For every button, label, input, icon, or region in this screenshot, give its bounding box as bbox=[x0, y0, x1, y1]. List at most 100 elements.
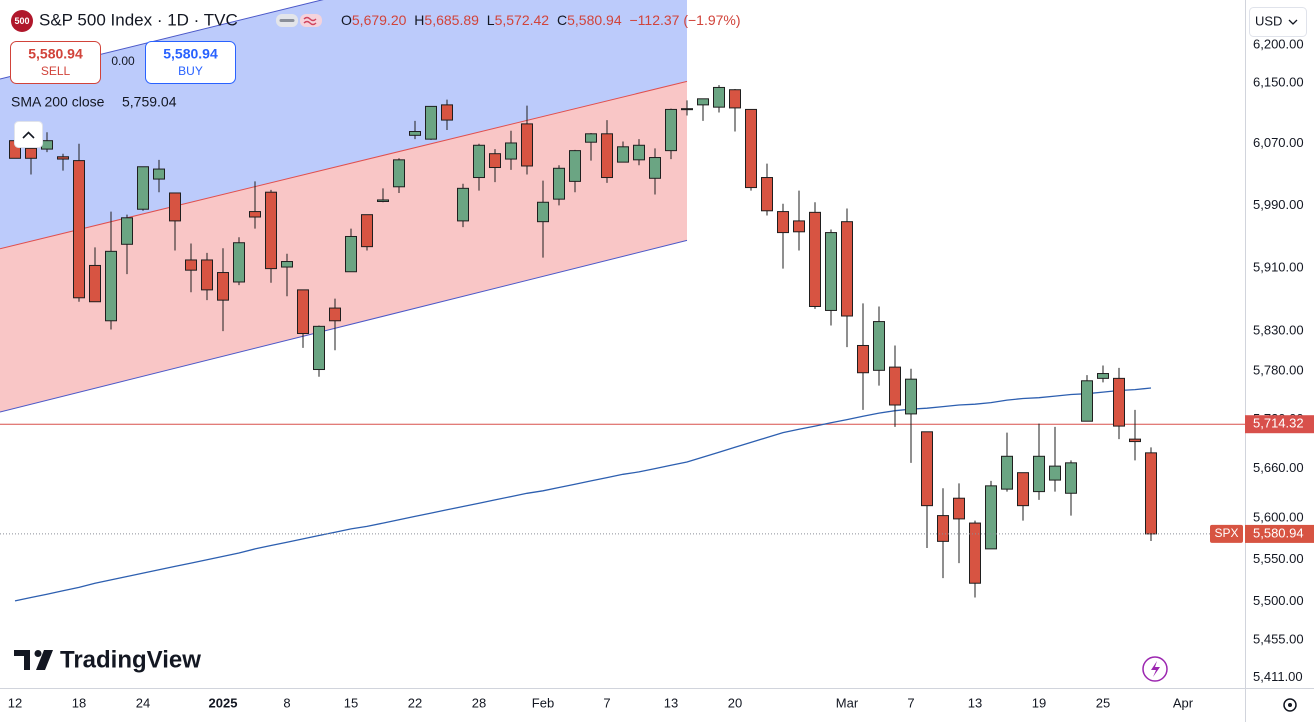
indicator-value: 5,759.04 bbox=[122, 94, 177, 110]
candle-body bbox=[825, 232, 837, 311]
change: −112.37 (−1.97%) bbox=[630, 12, 741, 28]
candle-body bbox=[1017, 472, 1029, 507]
candle-body bbox=[329, 307, 341, 322]
candle-body bbox=[201, 259, 213, 291]
y-tick-label: 5,411.00 bbox=[1253, 669, 1303, 684]
symbol-label-box bbox=[1210, 524, 1243, 543]
candle-body bbox=[809, 211, 821, 307]
toggle-glyph bbox=[303, 16, 317, 26]
x-tick-label: Feb bbox=[532, 695, 554, 710]
x-tick-label: 19 bbox=[1032, 695, 1046, 710]
x-tick-label: 20 bbox=[728, 695, 742, 710]
candle-body bbox=[1033, 455, 1045, 493]
candle-body bbox=[681, 108, 693, 111]
collapse-glyph bbox=[22, 131, 35, 139]
x-tick-label: 25 bbox=[1096, 695, 1110, 710]
ohlc-value: 5,685.89 bbox=[424, 12, 479, 28]
indicator-name[interactable]: SMA 200 close bbox=[11, 94, 105, 110]
ohlc-key: L bbox=[487, 12, 495, 28]
ohlc-key: C bbox=[557, 12, 567, 28]
x-tick-label: 28 bbox=[472, 695, 486, 710]
y-tick-label: 5,780.00 bbox=[1253, 363, 1304, 378]
logo-icon bbox=[14, 650, 53, 670]
candle-body bbox=[649, 157, 661, 179]
channel-line bbox=[0, 0, 324, 80]
candle-body bbox=[345, 235, 357, 273]
price-markers: 5,714.32 SPX 5,580.94 bbox=[1210, 415, 1314, 543]
y-tick-label: 5,550.00 bbox=[1253, 551, 1304, 566]
candle-body bbox=[425, 105, 437, 140]
channel-line bbox=[0, 239, 688, 413]
candle-body bbox=[265, 191, 277, 270]
currency-button[interactable] bbox=[1249, 7, 1307, 37]
x-tick-label: 15 bbox=[344, 695, 358, 710]
candle-body bbox=[233, 242, 245, 283]
candle-body bbox=[921, 431, 933, 507]
x-tick-label: Apr bbox=[1173, 695, 1194, 710]
candle-body bbox=[1129, 438, 1141, 443]
y-tick-label: 5,455.00 bbox=[1253, 631, 1304, 646]
x-tick-label: 12 bbox=[8, 695, 22, 710]
candle-body bbox=[1097, 373, 1109, 379]
candle-body bbox=[57, 156, 69, 160]
logo: TradingView bbox=[14, 646, 201, 673]
symbol-title[interactable]: S&P 500 Index · 1D · TVC bbox=[39, 10, 238, 29]
last-price-box bbox=[1245, 524, 1314, 543]
candle-body bbox=[73, 160, 85, 299]
candle-body bbox=[473, 144, 485, 179]
header: 500 S&P 500 Index · 1D · TVC O5,679.20 H… bbox=[10, 10, 741, 148]
candle-body bbox=[313, 325, 325, 371]
candle-body bbox=[937, 515, 949, 542]
collapse-button[interactable] bbox=[14, 121, 43, 148]
candle-body bbox=[297, 289, 309, 335]
candle-body bbox=[617, 146, 629, 163]
candle-body bbox=[25, 147, 37, 159]
last-price-label: 5,580.94 bbox=[1253, 525, 1304, 540]
y-tick-label: 5,600.00 bbox=[1253, 510, 1304, 525]
spread: 0.00 bbox=[111, 54, 135, 68]
symbol-badge bbox=[11, 10, 33, 32]
ohlc-legend: O5,679.20 H5,685.89 L5,572.42 C5,580.94 … bbox=[341, 12, 741, 28]
candle-body bbox=[1065, 462, 1077, 494]
candle-body bbox=[489, 153, 501, 169]
candle-body bbox=[105, 250, 117, 322]
candle-body bbox=[41, 140, 53, 150]
candle-body bbox=[985, 485, 997, 550]
sell-price: 5,580.94 bbox=[28, 46, 83, 62]
candle-body bbox=[185, 259, 197, 271]
candle-body bbox=[761, 177, 773, 212]
x-tick-label: 13 bbox=[664, 695, 678, 710]
sell-button[interactable] bbox=[10, 41, 101, 84]
ohlc-value: 5,580.94 bbox=[567, 12, 622, 28]
buy-button[interactable] bbox=[145, 41, 236, 84]
candle-body bbox=[553, 167, 565, 200]
ohlc-value: 5,572.42 bbox=[495, 12, 550, 28]
buy-price: 5,580.94 bbox=[163, 46, 218, 62]
candle-body bbox=[137, 166, 149, 210]
candle-body bbox=[857, 344, 869, 374]
time-axis: 12 18 24 2025 8 15 22 28 Feb 7 13 20 Mar 7 13 19 25 Apr bbox=[8, 695, 1194, 710]
candle-body bbox=[665, 108, 677, 152]
candle-body bbox=[521, 123, 533, 167]
y-tick-label: 6,200.00 bbox=[1253, 37, 1304, 52]
candle-body bbox=[457, 187, 469, 222]
candle-body bbox=[1145, 452, 1157, 535]
x-tick-label: 18 bbox=[72, 695, 86, 710]
settings-button[interactable] bbox=[1283, 698, 1297, 712]
x-tick-label: 24 bbox=[136, 695, 150, 710]
candle-body bbox=[793, 220, 805, 233]
y-tick-label: 5,830.00 bbox=[1253, 323, 1304, 338]
y-tick-label: 5,990.00 bbox=[1253, 197, 1304, 212]
candle-body bbox=[905, 378, 917, 415]
plot-area bbox=[0, 0, 1245, 602]
x-tick-label: 22 bbox=[408, 695, 422, 710]
candle-body bbox=[889, 366, 901, 406]
candle-body bbox=[217, 272, 229, 301]
logo-icon bbox=[34, 650, 42, 657]
y-tick-label: 5,500.00 bbox=[1253, 593, 1304, 608]
candle-body bbox=[713, 86, 725, 108]
candle-body bbox=[697, 98, 709, 106]
candle-body bbox=[953, 497, 965, 520]
